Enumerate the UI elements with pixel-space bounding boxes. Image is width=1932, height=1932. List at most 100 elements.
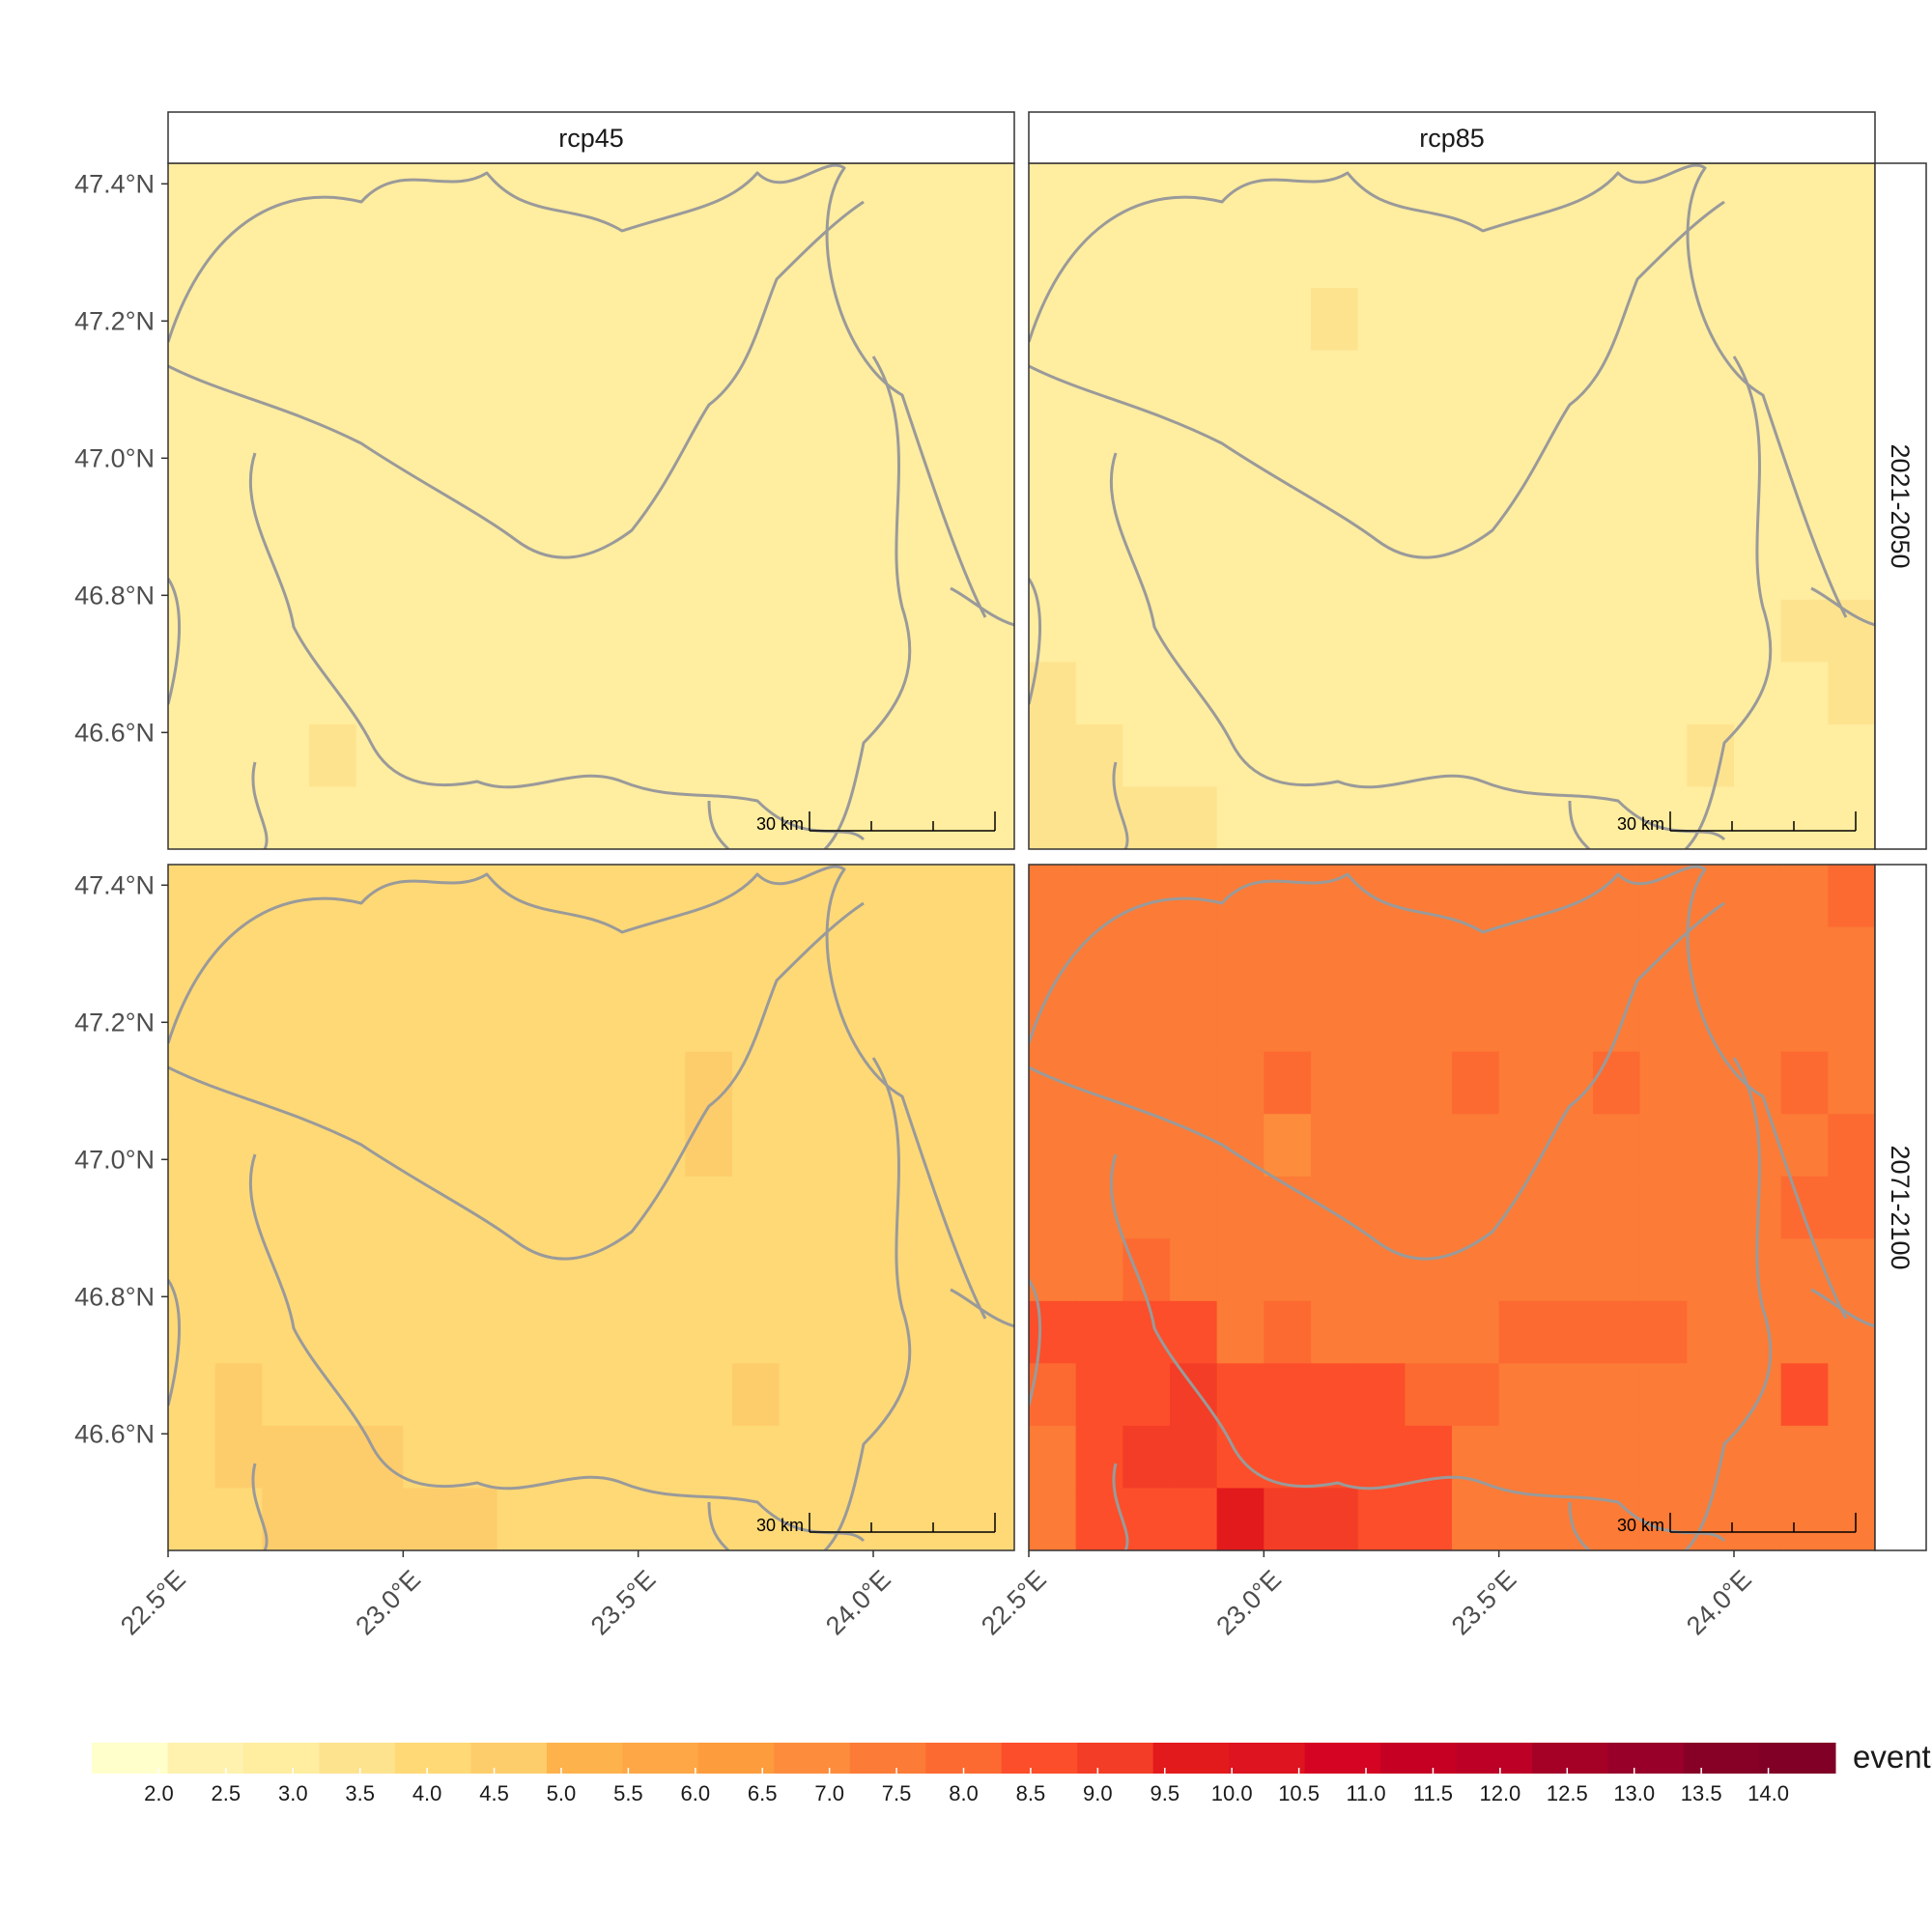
heatmap-cell xyxy=(1311,1488,1359,1550)
heatmap-cell xyxy=(873,599,922,663)
strip-2021-2050: 2021-2050 xyxy=(1874,162,1927,850)
heatmap-cell xyxy=(1170,1238,1218,1302)
heatmap-cell xyxy=(214,1176,263,1239)
heatmap-cell xyxy=(262,412,310,476)
heatmap-cell xyxy=(967,474,1014,538)
heatmap-cell xyxy=(1734,662,1782,725)
legend-swatch xyxy=(1229,1743,1306,1774)
heatmap-cell xyxy=(920,163,968,227)
heatmap-cell xyxy=(1546,1363,1594,1427)
heatmap-cell xyxy=(309,1300,357,1364)
heatmap-cell xyxy=(1122,926,1171,990)
heatmap-cell xyxy=(544,288,592,352)
heatmap-cell xyxy=(1122,1051,1171,1115)
heatmap-cell xyxy=(355,537,404,601)
heatmap-cell xyxy=(1639,865,1688,928)
heatmap-cell xyxy=(685,1176,733,1239)
region-boundary-line xyxy=(1684,355,1773,849)
heatmap-cell xyxy=(1780,1176,1829,1239)
heatmap-cell xyxy=(262,662,310,725)
heatmap-cell xyxy=(1687,1238,1735,1302)
heatmap-cell xyxy=(873,865,922,928)
x-tick-label: 22.5°E xyxy=(976,1565,1052,1641)
strip-rcp45: rcp45 xyxy=(167,111,1015,164)
heatmap-cell xyxy=(403,786,451,849)
heatmap-cell xyxy=(403,865,451,928)
heatmap-cell xyxy=(1216,662,1264,725)
heatmap-cell xyxy=(1264,163,1312,227)
heatmap-cell xyxy=(497,865,545,928)
heatmap-cell xyxy=(1734,1051,1782,1115)
heatmap-cell xyxy=(1593,1238,1641,1302)
heatmap-cell xyxy=(1311,288,1359,352)
heatmap-cell xyxy=(450,225,498,289)
heatmap-cell xyxy=(920,412,968,476)
heatmap-cell xyxy=(873,1300,922,1364)
heatmap-cell xyxy=(591,412,639,476)
heatmap-cell xyxy=(1828,1425,1875,1490)
heatmap-cell xyxy=(450,163,498,227)
heatmap-cell xyxy=(1593,1363,1641,1427)
heatmap-cell xyxy=(591,662,639,725)
heatmap-cell xyxy=(497,1114,545,1178)
strip-2071-2100: 2071-2100 xyxy=(1874,864,1927,1551)
heatmap-cell xyxy=(309,225,357,289)
heatmap-cell xyxy=(168,724,216,788)
heatmap-cell xyxy=(1264,989,1312,1053)
heatmap-cell xyxy=(1828,989,1875,1053)
map-panel-rcp85-2071-2100: 30 km xyxy=(1028,864,1876,1551)
heatmap-cell xyxy=(1029,225,1077,289)
heatmap-cell xyxy=(826,412,874,476)
heatmap-cell xyxy=(591,989,639,1053)
heatmap-cell xyxy=(1075,225,1123,289)
heatmap-cell xyxy=(591,786,639,849)
heatmap-cell xyxy=(1734,989,1782,1053)
heatmap-cell xyxy=(544,662,592,725)
heatmap-cell xyxy=(638,412,686,476)
heatmap-cell xyxy=(450,1238,498,1302)
heatmap-cell xyxy=(873,1425,922,1490)
heatmap-cell xyxy=(1170,537,1218,601)
heatmap-cell xyxy=(967,1425,1014,1490)
heatmap-cell xyxy=(1687,989,1735,1053)
heatmap-cell xyxy=(920,1488,968,1550)
heatmap-cell xyxy=(214,288,263,352)
heatmap-cell xyxy=(262,1238,310,1302)
heatmap-cell xyxy=(1546,989,1594,1053)
heatmap-cell xyxy=(920,926,968,990)
heatmap-cell xyxy=(262,350,310,413)
heatmap-cell xyxy=(355,163,404,227)
heatmap-cell xyxy=(1828,1488,1875,1550)
heatmap-cell xyxy=(309,1425,357,1490)
heatmap-cell xyxy=(1170,786,1218,849)
heatmap-cell xyxy=(1405,412,1453,476)
heatmap-cell xyxy=(920,1238,968,1302)
heatmap-cell xyxy=(1216,865,1264,928)
heatmap-cell xyxy=(497,163,545,227)
heatmap-cell xyxy=(309,537,357,601)
heatmap-cell xyxy=(638,1425,686,1490)
region-boundary-line xyxy=(1029,163,1848,618)
legend-tick-label: 5.5 xyxy=(613,1781,643,1805)
heatmap-cell xyxy=(1075,288,1123,352)
heatmap-cell xyxy=(1311,163,1359,227)
heatmap-cell xyxy=(403,1114,451,1178)
heatmap-cell xyxy=(544,989,592,1053)
heatmap-cell xyxy=(1498,1051,1547,1115)
heatmap-cell xyxy=(1593,1176,1641,1239)
heatmap-cell xyxy=(1264,537,1312,601)
heatmap-cell xyxy=(1734,724,1782,788)
strip-label: 2021-2050 xyxy=(1886,443,1915,568)
region-boundary-line xyxy=(707,800,730,849)
heatmap-cell xyxy=(355,865,404,928)
heatmap-cell xyxy=(1357,1051,1406,1115)
heatmap-cell xyxy=(873,724,922,788)
heatmap-cell xyxy=(1357,989,1406,1053)
heatmap-cell xyxy=(1264,1300,1312,1364)
heatmap-cell xyxy=(262,989,310,1053)
heatmap-cell xyxy=(1216,1300,1264,1364)
heatmap-cell xyxy=(355,599,404,663)
heatmap-cell xyxy=(826,989,874,1053)
heatmap-cell xyxy=(685,662,733,725)
heatmap-cell xyxy=(779,1114,827,1178)
